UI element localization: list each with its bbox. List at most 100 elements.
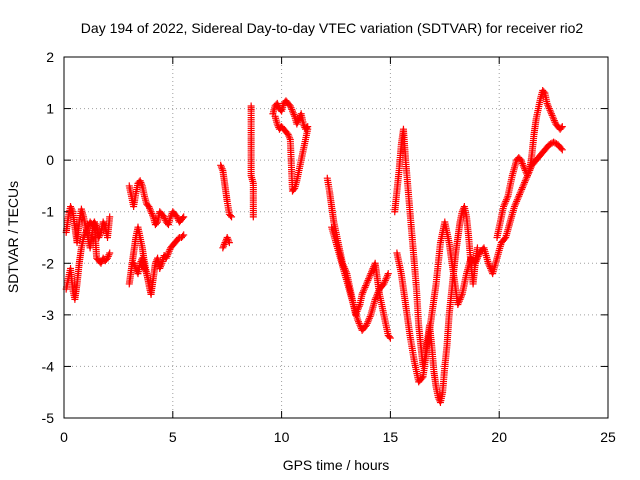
data-point — [455, 299, 463, 307]
data-point — [547, 108, 555, 116]
data-point — [179, 232, 187, 240]
data-point — [455, 297, 463, 305]
data-point — [373, 292, 381, 300]
data-point — [96, 232, 104, 240]
data-point — [362, 321, 370, 329]
data-point — [131, 263, 139, 271]
data-point — [365, 316, 373, 324]
data-point — [82, 228, 90, 236]
data-point — [223, 234, 231, 241]
data-point — [471, 259, 479, 267]
data-point — [502, 196, 510, 204]
data-point — [503, 194, 511, 202]
y-tick-label: -4 — [42, 358, 55, 374]
data-point — [156, 264, 164, 272]
data-series — [130, 254, 155, 298]
data-point — [524, 170, 532, 178]
data-point — [516, 189, 524, 197]
data-point — [138, 180, 146, 188]
data-point — [220, 240, 228, 248]
data-point — [365, 314, 373, 322]
data-point — [84, 223, 92, 231]
data-point — [558, 123, 566, 131]
data-point — [518, 184, 526, 192]
data-point — [100, 220, 108, 228]
x-tick-label: 10 — [274, 429, 290, 445]
data-point — [519, 182, 527, 190]
data-point — [217, 161, 225, 169]
data-point — [288, 105, 296, 113]
data-point — [383, 273, 391, 281]
data-point — [473, 254, 481, 262]
x-tick-label: 15 — [383, 429, 399, 445]
data-series — [219, 234, 233, 252]
data-point — [486, 263, 494, 271]
plot-frame — [63, 56, 609, 419]
data-point — [523, 172, 531, 180]
data-point — [456, 295, 464, 303]
data-point — [147, 208, 155, 216]
data-point — [501, 199, 509, 207]
data-point — [545, 105, 553, 113]
data-point — [141, 264, 149, 272]
data-point — [162, 254, 170, 262]
data-point — [363, 319, 371, 327]
data-point — [380, 280, 388, 288]
y-axis-label: SDTVAR / TECUs — [5, 181, 21, 293]
data-point — [485, 261, 493, 269]
y-tick-label: 1 — [46, 101, 54, 117]
x-tick-label: 5 — [169, 429, 177, 445]
data-point — [146, 206, 154, 214]
data-point — [557, 145, 565, 153]
data-point — [372, 294, 380, 302]
data-point — [218, 165, 226, 173]
data-point — [454, 301, 462, 309]
data-point — [83, 225, 91, 233]
data-point — [518, 160, 526, 168]
data-points — [62, 87, 566, 407]
data-series — [393, 138, 566, 386]
data-point — [164, 251, 172, 259]
data-point — [225, 239, 233, 247]
data-point — [81, 230, 89, 238]
data-point — [142, 268, 150, 276]
data-point — [381, 278, 389, 286]
data-point — [385, 333, 393, 341]
data-point — [354, 316, 362, 324]
data-point — [290, 111, 298, 119]
data-point — [517, 156, 525, 164]
data-point — [360, 285, 368, 293]
data-point — [521, 178, 529, 186]
data-point — [386, 334, 394, 342]
data-point — [474, 252, 482, 260]
data-point — [106, 213, 114, 221]
data-point — [273, 120, 281, 128]
data-point — [484, 259, 492, 267]
data-point — [130, 259, 138, 267]
data-point — [294, 117, 302, 125]
data-point — [515, 192, 523, 200]
data-point — [366, 313, 374, 321]
data-point — [550, 117, 558, 125]
data-point — [180, 231, 188, 239]
data-point — [373, 290, 381, 298]
data-series — [247, 102, 257, 221]
y-tick-label: 0 — [46, 152, 54, 168]
data-point — [217, 163, 225, 171]
data-point — [148, 209, 156, 217]
data-point — [152, 219, 160, 227]
data-point — [513, 196, 521, 204]
data-point — [68, 206, 76, 214]
grid — [64, 57, 608, 418]
y-tick-label: -3 — [42, 307, 55, 323]
data-point — [80, 234, 88, 241]
data-point — [273, 99, 281, 107]
data-series — [493, 87, 566, 241]
data-point — [365, 273, 373, 281]
x-tick-label: 0 — [60, 429, 68, 445]
data-point — [89, 219, 97, 227]
data-point — [220, 242, 228, 250]
data-point — [156, 263, 164, 271]
data-point — [457, 292, 465, 300]
